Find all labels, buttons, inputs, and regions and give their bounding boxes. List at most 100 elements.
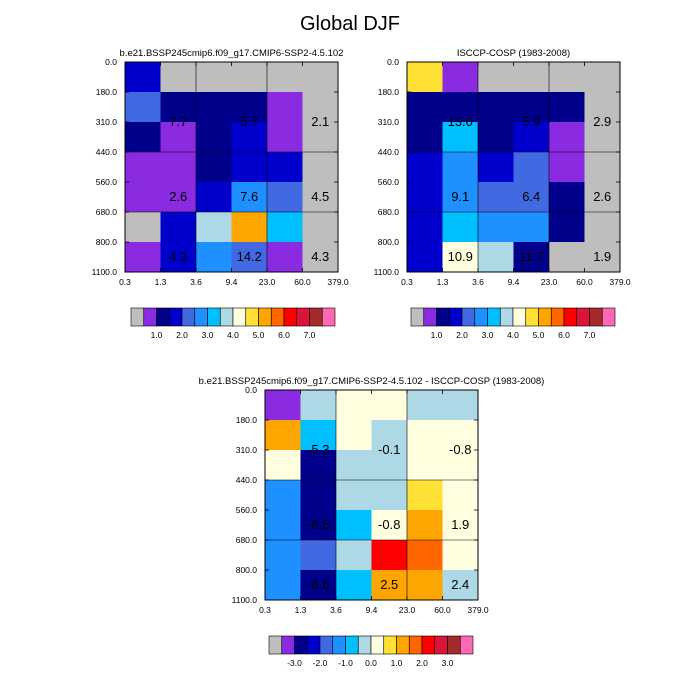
heatmap-cell: [302, 182, 339, 213]
cell-value-label: -0.8: [449, 442, 471, 457]
heatmap-cell: [336, 480, 372, 511]
heatmap-cell: [478, 122, 514, 153]
heatmap-cell: [336, 510, 372, 541]
heatmap-cell: [407, 152, 443, 183]
heatmap-cell: [478, 152, 514, 183]
colorbar-label: 0.0: [365, 658, 377, 668]
heatmap-cell: [371, 450, 408, 481]
x-tick-label: 9.4: [508, 277, 520, 287]
colorbar-label: 2.0: [456, 330, 468, 340]
heatmap-cell: [265, 450, 301, 481]
colorbar-swatch: [319, 635, 334, 655]
heatmap-cell: [407, 242, 443, 273]
heatmap-cell: [584, 182, 621, 213]
y-tick-label: 180.0: [96, 87, 118, 97]
panel-title: ISCCP-COSP (1983-2008): [457, 48, 570, 59]
colorbar-swatch: [281, 635, 295, 655]
heatmap-cell: [336, 540, 372, 571]
heatmap-cell: [371, 540, 408, 571]
heatmap-cell: [371, 390, 408, 421]
x-tick-label: 1.3: [437, 277, 449, 287]
cell-value-label: 2.5: [380, 577, 398, 592]
cell-value-label: 2.9: [593, 114, 611, 129]
x-tick-label: 379.0: [327, 277, 349, 287]
heatmap-cell: [265, 570, 301, 601]
heatmap-cell: [265, 390, 301, 421]
cell-value-label: -0.8: [378, 517, 400, 532]
colorbar-swatch: [550, 307, 565, 327]
colorbar-swatch: [345, 635, 359, 655]
x-tick-label: 23.0: [399, 605, 416, 615]
colorbar-legend: -3.0 -2.0 -1.0 0.0 1.0 2.0 3.0: [268, 635, 474, 668]
colorbar-swatch: [194, 307, 208, 327]
y-tick-label: 440.0: [236, 475, 258, 485]
cell-value-label: 10.9: [448, 249, 473, 264]
x-tick-label: 379.0: [609, 277, 631, 287]
heatmap-cell: [442, 510, 479, 541]
heatmap-cell: [407, 450, 443, 481]
x-tick-label: 1.3: [155, 277, 167, 287]
y-tick-label: 310.0: [236, 445, 258, 455]
cell-value-label: -6.6: [307, 577, 329, 592]
heatmap-cell: [584, 92, 621, 123]
heatmap-cell: [371, 510, 408, 541]
heatmap-cell: [549, 212, 585, 243]
y-tick-label: 0.0: [245, 385, 257, 395]
heatmap-cell: [231, 242, 268, 273]
colorbar-swatch: [589, 307, 603, 327]
colorbar-swatch: [143, 307, 157, 327]
colorbar-swatch: [461, 307, 476, 327]
colorbar-label: 3.0: [482, 330, 494, 340]
cell-value-label: 4.5: [311, 189, 329, 204]
colorbar-swatch: [296, 307, 310, 327]
heatmap-cell: [549, 152, 585, 183]
x-tick-label: 23.0: [259, 277, 276, 287]
colorbar-label: 4.0: [507, 330, 519, 340]
cell-value-label: 4.3: [311, 249, 329, 264]
heatmap-cell: [265, 540, 301, 571]
colorbar-swatch: [423, 307, 437, 327]
heatmap-cell: [549, 122, 585, 153]
heatmap-cell: [442, 480, 479, 511]
panels-group: b.e21.BSSP245cmip6.f09_g17.CMIP6-SSP2-4.…: [92, 48, 631, 668]
heatmap-cell: [371, 480, 408, 511]
y-tick-label: 560.0: [96, 177, 118, 187]
heatmap-cell: [300, 390, 337, 421]
heatmap-cell: [407, 540, 443, 571]
heatmap-cell: [125, 122, 161, 153]
heatmap-cell: [584, 62, 621, 93]
heatmap-cell: [160, 122, 197, 153]
colorbar-label: 5.0: [253, 330, 265, 340]
x-tick-label: 3.6: [330, 605, 342, 615]
heatmap-cell: [478, 62, 514, 93]
colorbar-swatch: [268, 635, 283, 655]
figure-title: Global DJF: [300, 13, 400, 35]
heatmap-cell: [125, 62, 161, 93]
heatmap-cell: [267, 152, 303, 183]
heatmap-cell: [196, 152, 232, 183]
colorbar-swatch: [232, 307, 247, 327]
colorbar-label: 1.0: [391, 658, 403, 668]
cell-value-label: 7.7: [169, 114, 187, 129]
heatmap-cell: [407, 62, 443, 93]
heatmap-cell: [267, 122, 303, 153]
heatmap-cell: [300, 450, 337, 481]
heatmap-cell: [442, 122, 479, 153]
heatmap-cell: [160, 92, 197, 123]
colorbar-swatch: [156, 307, 170, 327]
heatmap-cell: [442, 62, 479, 93]
x-tick-label: 9.4: [226, 277, 238, 287]
heatmap-cell: [336, 450, 372, 481]
colorbar-label: 1.0: [151, 330, 163, 340]
cell-value-label: 9.1: [451, 189, 469, 204]
heatmap-cell: [125, 92, 161, 123]
colorbar-swatch: [130, 307, 145, 327]
y-tick-label: 0.0: [387, 57, 399, 67]
heatmap-cell: [160, 212, 197, 243]
cell-value-label: 2.1: [311, 114, 329, 129]
heatmap-cell: [302, 152, 339, 183]
cell-value-label: 1.9: [593, 249, 611, 264]
heatmap-cell: [300, 420, 337, 451]
panel-title: b.e21.BSSP245cmip6.f09_g17.CMIP6-SSP2-4.…: [120, 48, 344, 59]
cell-value-label: 7.6: [240, 189, 258, 204]
